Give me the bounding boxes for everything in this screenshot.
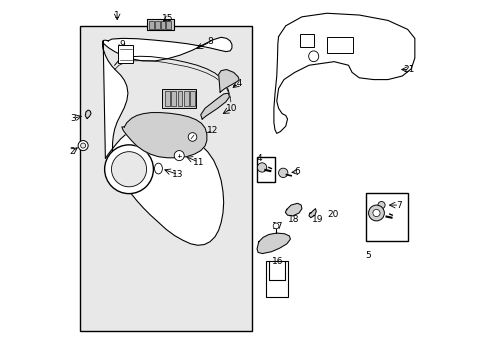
Text: 4: 4 (257, 154, 262, 163)
Bar (326, 37, 352, 53)
Polygon shape (201, 93, 229, 119)
Text: 11: 11 (192, 158, 204, 167)
Text: 16: 16 (271, 257, 283, 266)
Circle shape (104, 145, 153, 194)
Text: 18: 18 (287, 215, 299, 224)
Bar (178, 91, 182, 106)
Bar (190, 91, 194, 106)
Circle shape (377, 202, 384, 209)
Circle shape (81, 143, 85, 148)
Circle shape (368, 205, 384, 221)
Polygon shape (285, 203, 301, 216)
Circle shape (372, 210, 379, 217)
Bar (161, 21, 165, 29)
Text: 8: 8 (207, 37, 213, 46)
Text: 10: 10 (226, 104, 237, 113)
Polygon shape (257, 233, 290, 253)
Bar (164, 91, 169, 106)
Text: 1: 1 (114, 10, 120, 19)
Text: 3: 3 (70, 114, 76, 123)
Text: 19: 19 (312, 215, 323, 224)
Text: 21: 21 (403, 65, 414, 74)
Bar (366, 193, 407, 241)
Bar (300, 34, 314, 47)
Bar (166, 21, 170, 29)
Bar (162, 89, 196, 108)
Polygon shape (218, 69, 239, 92)
Polygon shape (273, 13, 414, 134)
Text: 15: 15 (162, 14, 173, 23)
Polygon shape (122, 113, 206, 158)
Bar (80, 26, 251, 330)
Bar (184, 91, 188, 106)
Text: 12: 12 (207, 126, 218, 135)
Ellipse shape (154, 163, 162, 174)
Bar (265, 261, 287, 297)
Text: 13: 13 (172, 170, 183, 179)
Text: 5: 5 (365, 251, 370, 260)
Circle shape (174, 150, 184, 161)
Bar (118, 45, 133, 63)
Polygon shape (102, 41, 223, 245)
Text: 6: 6 (294, 167, 300, 176)
Circle shape (257, 163, 266, 172)
Circle shape (188, 133, 196, 141)
Bar (149, 21, 153, 29)
Bar (155, 21, 159, 29)
Bar (257, 157, 274, 182)
Polygon shape (308, 209, 316, 218)
Text: 2: 2 (69, 147, 75, 156)
Circle shape (273, 223, 278, 229)
Text: 9: 9 (119, 40, 124, 49)
Circle shape (78, 140, 88, 150)
Bar (147, 19, 174, 30)
Circle shape (278, 168, 287, 177)
Text: 14: 14 (232, 80, 243, 89)
Circle shape (111, 152, 146, 187)
Polygon shape (85, 110, 91, 118)
Text: 20: 20 (327, 210, 339, 219)
Polygon shape (102, 37, 231, 61)
Text: 17: 17 (271, 222, 283, 231)
Bar (171, 91, 176, 106)
Ellipse shape (308, 51, 318, 62)
Text: 7: 7 (396, 201, 402, 210)
